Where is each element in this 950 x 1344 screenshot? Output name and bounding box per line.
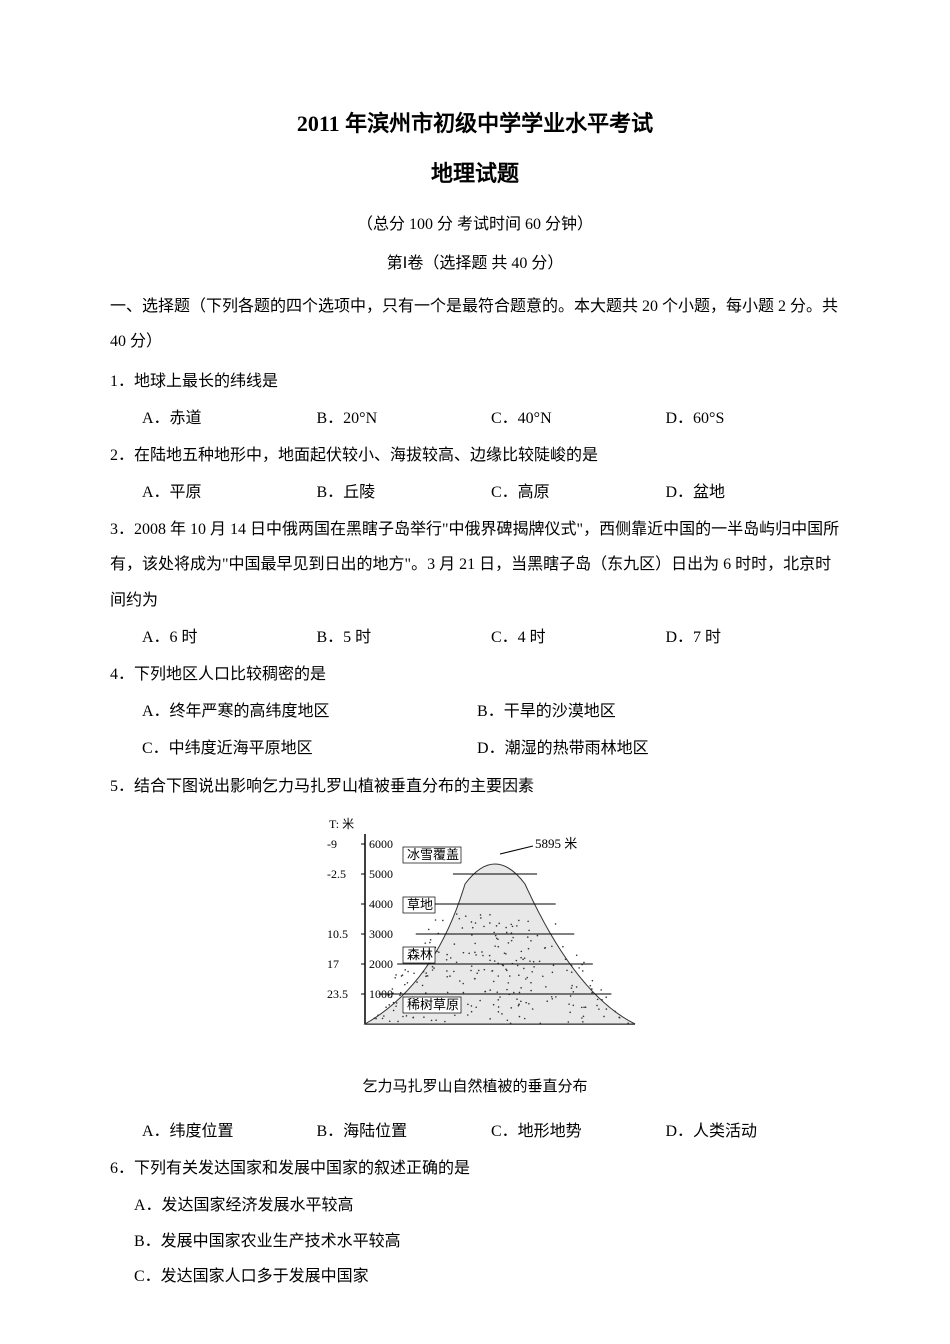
q1-option-b: B．20°N [317, 401, 492, 436]
q2-option-c: C．高原 [491, 475, 666, 510]
figure-caption: 乞力马扎罗山自然植被的垂直分布 [110, 1071, 840, 1104]
exam-meta: （总分 100 分 考试时间 60 分钟） [110, 207, 840, 242]
question-5: 5．结合下图说出影响乞力马扎罗山植被垂直分布的主要因素 [110, 769, 840, 804]
svg-text:草地: 草地 [407, 897, 433, 912]
q6-option-b: B．发展中国家农业生产技术水平较高 [110, 1224, 840, 1259]
question-6: 6．下列有关发达国家和发展中国家的叙述正确的是 [110, 1151, 840, 1186]
q3-option-c: C．4 时 [491, 620, 666, 655]
q1-option-a: A．赤道 [142, 401, 317, 436]
svg-text:T: 米: T: 米 [329, 817, 354, 831]
question-5-options: A．纬度位置 B．海陆位置 C．地形地势 D．人类活动 [110, 1114, 840, 1149]
q3-option-a: A．6 时 [142, 620, 317, 655]
q2-option-d: D．盆地 [666, 475, 841, 510]
q3-option-d: D．7 时 [666, 620, 841, 655]
svg-text:5895 米: 5895 米 [535, 836, 577, 851]
q1-option-d: D．60°S [666, 401, 841, 436]
question-2-options: A．平原 B．丘陵 C．高原 D．盆地 [110, 475, 840, 510]
q5-option-c: C．地形地势 [491, 1114, 666, 1149]
exam-subtitle: 地理试题 [110, 150, 840, 198]
question-1: 1．地球上最长的纬线是 [110, 364, 840, 399]
section-header: 第Ⅰ卷（选择题 共 40 分） [110, 246, 840, 281]
svg-text:6000: 6000 [369, 837, 393, 851]
svg-text:5000: 5000 [369, 867, 393, 881]
question-3-options: A．6 时 B．5 时 C．4 时 D．7 时 [110, 620, 840, 655]
q4-option-d: D．潮湿的热带雨林地区 [477, 731, 812, 766]
question-2: 2．在陆地五种地形中，地面起伏较小、海拔较高、边缘比较陡峻的是 [110, 438, 840, 473]
q5-option-d: D．人类活动 [666, 1114, 841, 1149]
svg-text:17: 17 [327, 957, 339, 971]
svg-text:-9: -9 [327, 837, 337, 851]
kilimanjaro-figure: T: 米 5895 米 -9 6000 -2.5 5000 4000 10.5 3000 17 20… [110, 814, 840, 1104]
exam-title: 2011 年滨州市初级中学学业水平考试 [110, 100, 840, 148]
svg-text:3000: 3000 [369, 927, 393, 941]
question-3: 3．2008 年 10 月 14 日中俄两国在黑瞎子岛举行"中俄界碑揭牌仪式"，… [110, 512, 840, 618]
question-4: 4．下列地区人口比较稠密的是 [110, 657, 840, 692]
svg-text:-2.5: -2.5 [327, 867, 346, 881]
q6-option-a: A．发达国家经济发展水平较高 [110, 1188, 840, 1223]
svg-text:森林: 森林 [407, 947, 433, 962]
q5-option-a: A．纬度位置 [142, 1114, 317, 1149]
svg-text:10.5: 10.5 [327, 927, 348, 941]
q4-option-b: B．干旱的沙漠地区 [477, 694, 812, 729]
q1-option-c: C．40°N [491, 401, 666, 436]
q4-option-c: C．中纬度近海平原地区 [142, 731, 477, 766]
svg-text:冰雪覆盖: 冰雪覆盖 [407, 847, 459, 862]
q6-option-c: C．发达国家人口多于发展中国家 [110, 1259, 840, 1294]
q3-option-b: B．5 时 [317, 620, 492, 655]
svg-text:4000: 4000 [369, 897, 393, 911]
q2-option-a: A．平原 [142, 475, 317, 510]
instructions: 一、选择题（下列各题的四个选项中，只有一个是最符合题意的。本大题共 20 个小题… [110, 289, 840, 359]
svg-text:23.5: 23.5 [327, 987, 348, 1001]
svg-text:稀树草原: 稀树草原 [407, 997, 459, 1012]
question-1-options: A．赤道 B．20°N C．40°N D．60°S [110, 401, 840, 436]
q4-option-a: A．终年严寒的高纬度地区 [142, 694, 477, 729]
question-4-options-row2: C．中纬度近海平原地区 D．潮湿的热带雨林地区 [110, 731, 840, 766]
svg-text:2000: 2000 [369, 957, 393, 971]
q5-option-b: B．海陆位置 [317, 1114, 492, 1149]
q2-option-b: B．丘陵 [317, 475, 492, 510]
question-4-options-row1: A．终年严寒的高纬度地区 B．干旱的沙漠地区 [110, 694, 840, 729]
